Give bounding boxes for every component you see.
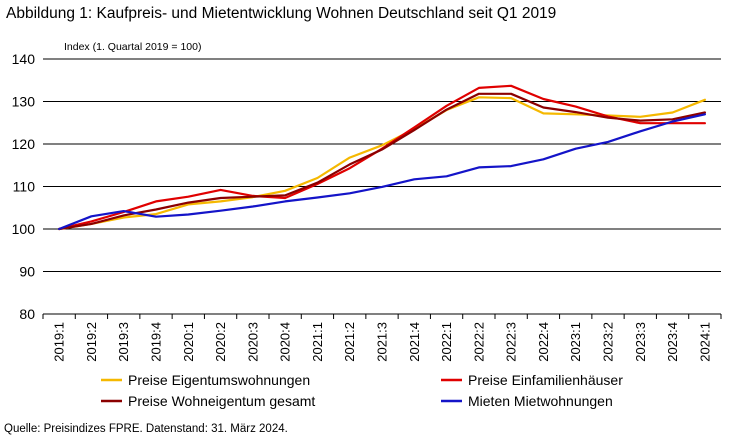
y-tick-label: 80 — [19, 306, 35, 322]
x-tick-label: 2019:3 — [116, 322, 131, 362]
legend-label: Mieten Mietwohnungen — [468, 393, 613, 409]
y-tick-label: 130 — [12, 94, 36, 110]
legend: Preise Eigentumswohnungen Preise Einfamil… — [101, 372, 623, 409]
x-tick-labels: 2019:1 2019:2 2019:3 2019:4 2020:1 2020:2 2020… — [42, 314, 722, 362]
x-tick-label: 2019:1 — [52, 322, 67, 362]
x-tick-label: 2024:1 — [697, 322, 712, 362]
x-tick-label: 2020:4 — [278, 322, 293, 362]
series-lines — [57, 84, 707, 231]
legend-label: Preise Einfamilienhäuser — [468, 372, 623, 388]
series-line-1 — [57, 84, 707, 231]
x-tick-label: 2020:1 — [181, 322, 196, 362]
series-line-2 — [57, 92, 707, 231]
line-chart: Index (1. Quartal 2019 = 100) 80 90 100 110… — [12, 41, 722, 409]
y-tick-label: 90 — [19, 264, 35, 280]
y-tick-label: 140 — [12, 51, 36, 67]
series-line-3 — [57, 113, 707, 231]
y-tick-label: 110 — [13, 179, 36, 195]
x-tick-label: 2023:1 — [568, 322, 583, 362]
y-tick-labels: 80 90 100 110 120 130 140 — [12, 51, 36, 322]
x-tick-label: 2023:4 — [665, 322, 680, 362]
x-tick-label: 2023:3 — [633, 322, 648, 362]
legend-label: Preise Wohneigentum gesamt — [128, 393, 315, 409]
chart-title: Abbildung 1: Kaufpreis- und Mietentwickl… — [6, 5, 557, 22]
x-tick-label: 2023:2 — [601, 322, 616, 362]
x-tick-label: 2022:2 — [471, 322, 486, 362]
x-tick-label: 2021:4 — [407, 322, 422, 362]
x-tick-label: 2022:4 — [536, 322, 551, 362]
x-tick-label: 2019:2 — [84, 322, 99, 362]
x-tick-label: 2022:3 — [504, 322, 519, 362]
x-tick-label: 2020:2 — [213, 322, 228, 362]
source-note: Quelle: Preisindizes FPRE. Datenstand: 3… — [4, 423, 288, 435]
x-tick-label: 2021:1 — [310, 322, 325, 362]
x-tick-label: 2019:4 — [149, 322, 164, 362]
y-axis-label: Index (1. Quartal 2019 = 100) — [64, 41, 201, 53]
y-tick-label: 100 — [12, 221, 36, 237]
x-tick-label: 2021:2 — [342, 322, 357, 362]
x-tick-label: 2021:3 — [375, 322, 390, 362]
x-tick-label: 2020:3 — [245, 322, 260, 362]
legend-label: Preise Eigentumswohnungen — [128, 372, 310, 388]
y-tick-label: 120 — [12, 136, 36, 152]
x-tick-label: 2022:1 — [439, 322, 454, 362]
